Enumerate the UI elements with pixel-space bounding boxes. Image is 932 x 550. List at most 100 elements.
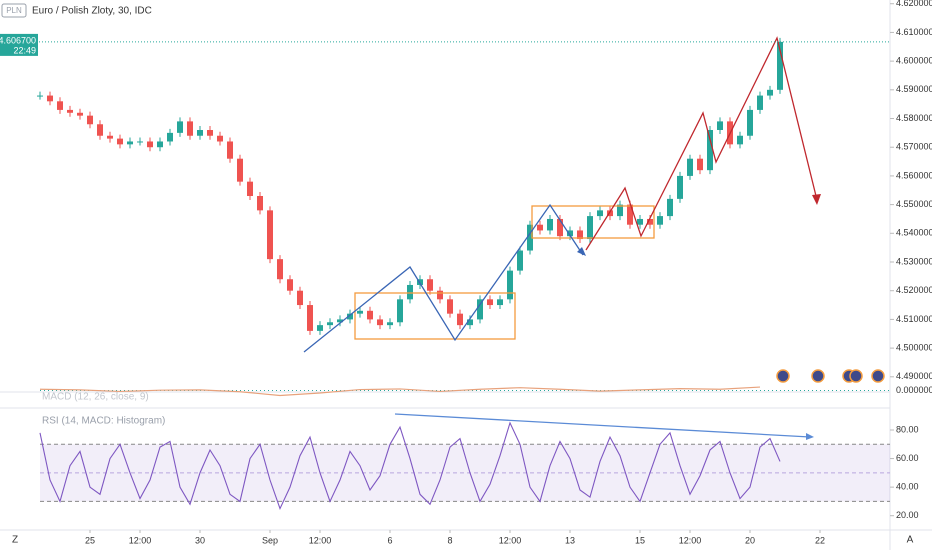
rsi-label: RSI (14, MACD: Histogram) (42, 416, 165, 427)
rsi-tick-label: 20.00 (896, 510, 919, 520)
candle (617, 204, 623, 217)
candle (537, 224, 543, 231)
x-tick-label: 25 (85, 535, 95, 545)
y-tick-label: 4.520000 (896, 285, 932, 295)
y-tick-label: 4.550000 (896, 199, 932, 209)
trend-line (394, 413, 811, 438)
candle (387, 322, 393, 326)
candle (497, 299, 503, 306)
candle (457, 313, 463, 326)
candle (337, 319, 343, 323)
event-icon[interactable] (871, 369, 885, 383)
candle (467, 319, 473, 326)
arrow-head (577, 247, 586, 256)
candle (517, 250, 523, 271)
candle (77, 112, 83, 116)
candle (587, 216, 593, 240)
y-tick-label: 4.560000 (896, 170, 932, 180)
y-tick-label: 4.590000 (896, 84, 932, 94)
x-tick-label: Sep (262, 535, 278, 545)
candle (177, 121, 183, 133)
y-tick-label: 4.570000 (896, 142, 932, 152)
last-price-box (0, 33, 38, 56)
candle (427, 279, 433, 291)
candle (447, 299, 453, 314)
candle (667, 198, 673, 217)
last-price: 4.606700 (0, 35, 36, 45)
candle (257, 196, 263, 211)
candle (527, 224, 533, 251)
chart-title: Euro / Polish Zloty, 30, IDC (32, 6, 152, 17)
candle (607, 210, 613, 217)
macd-label: MACD (12, 26, close, 9) (42, 392, 149, 403)
candle (57, 101, 63, 110)
rsi-tick-label: 80.00 (896, 424, 919, 434)
candle (687, 158, 693, 176)
candle (367, 310, 373, 320)
candle (147, 141, 153, 148)
candle (307, 305, 313, 331)
candle (477, 299, 483, 320)
arrow-head (812, 194, 821, 205)
candle (397, 299, 403, 323)
candle (277, 259, 283, 280)
candle (37, 95, 43, 97)
candle (707, 130, 713, 171)
candle (547, 218, 553, 231)
events (776, 369, 885, 383)
y-tick-label: 4.620000 (896, 0, 932, 8)
candle (737, 135, 743, 145)
y-tick-label: 4.510000 (896, 314, 932, 324)
candle (317, 325, 323, 331)
candle (717, 121, 723, 130)
candle (137, 141, 143, 143)
zigzag (303, 203, 584, 353)
candle (577, 230, 583, 240)
y-tick-label: 4.600000 (896, 56, 932, 66)
price-pane (37, 37, 783, 335)
candle (777, 41, 783, 90)
candle (757, 95, 763, 110)
candle (567, 230, 573, 237)
candle (297, 290, 303, 306)
y-tick-label: 4.490000 (896, 371, 932, 381)
button-label[interactable]: Z (12, 535, 18, 546)
macd-line (39, 386, 761, 397)
y-tick-label: 4.530000 (896, 256, 932, 266)
candle (67, 109, 73, 113)
candle (267, 210, 273, 260)
candle (47, 95, 53, 102)
button-label[interactable]: A (907, 535, 914, 546)
x-tick-label: 30 (195, 535, 205, 545)
candle (747, 109, 753, 136)
x-tick-label: 12:00 (129, 535, 152, 545)
candle (157, 141, 163, 148)
event-icon[interactable] (849, 369, 863, 383)
x-tick-label: 20 (745, 535, 755, 545)
currency-badge (1, 3, 27, 18)
candle (377, 319, 383, 326)
event-icon[interactable] (811, 369, 825, 383)
event-icon[interactable] (776, 369, 790, 383)
button[interactable] (8, 533, 22, 547)
candle (767, 89, 773, 96)
rsi-line (39, 421, 781, 511)
currency: PLN (6, 6, 22, 15)
candle (647, 218, 653, 225)
candle (167, 132, 173, 142)
x-tick-label: 12:00 (679, 535, 702, 545)
x-tick-label: 12:00 (499, 535, 522, 545)
candle (217, 135, 223, 142)
macd-tick-label: 0.000000 (896, 385, 932, 395)
arrow-head (806, 433, 814, 440)
candle (87, 115, 93, 125)
candle (207, 130, 213, 136)
candle (407, 284, 413, 300)
rsi-tick-label: 40.00 (896, 482, 919, 492)
drawings (303, 36, 821, 440)
rsi-tick-label: 60.00 (896, 453, 919, 463)
x-tick-label: 12:00 (309, 535, 332, 545)
candle (197, 130, 203, 136)
candle (357, 310, 363, 314)
